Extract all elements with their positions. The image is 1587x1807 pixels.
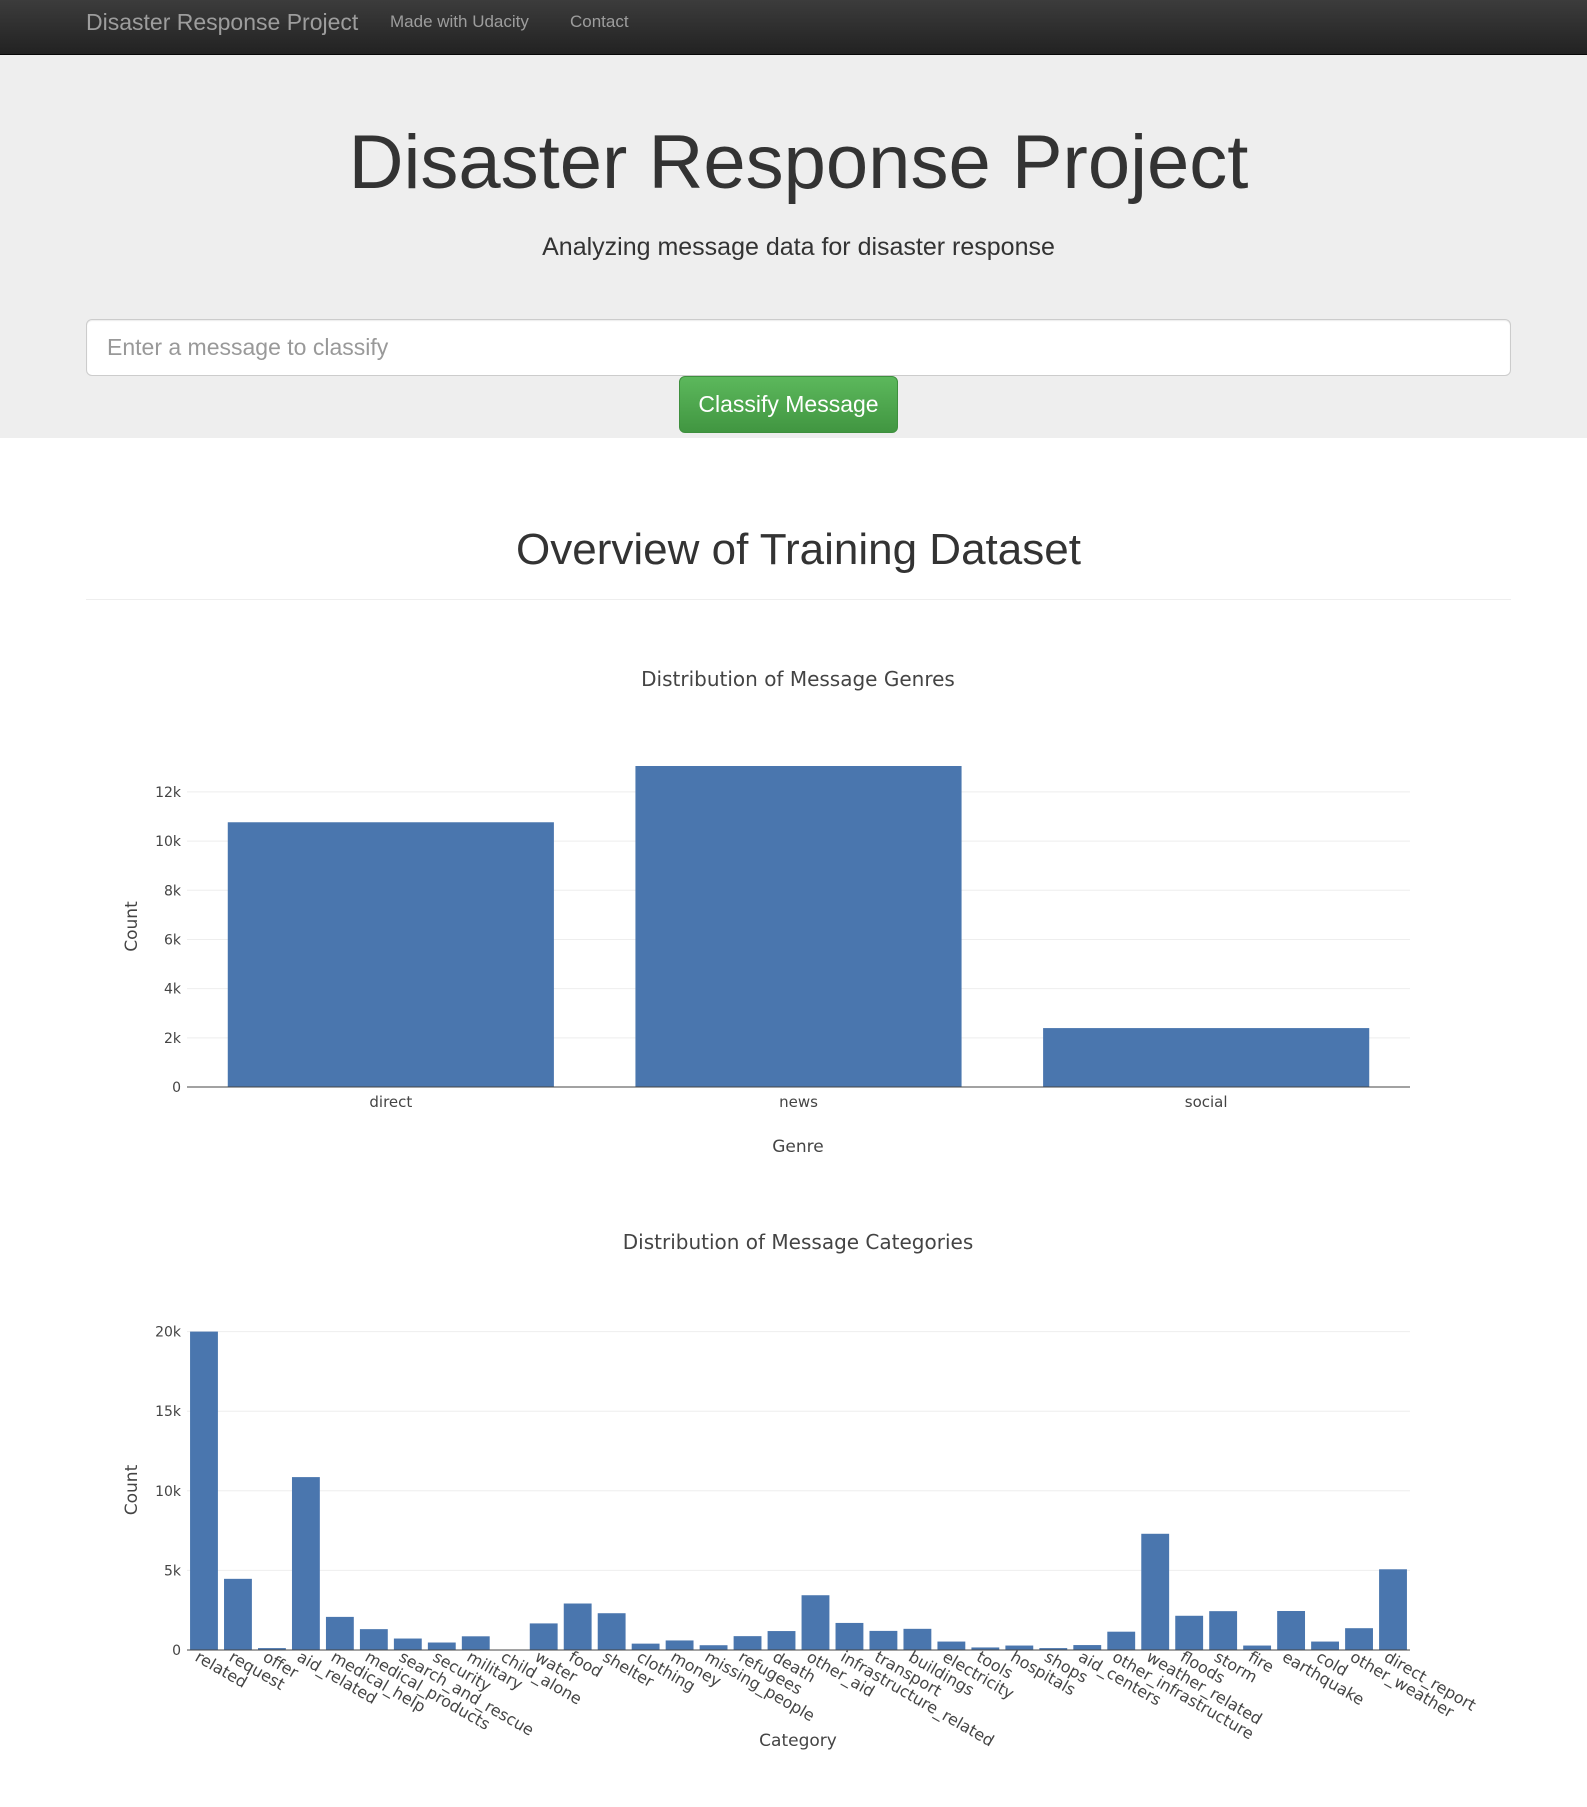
nav-link-made-with-udacity[interactable]: Made with Udacity xyxy=(390,12,529,31)
bar-search-and-rescue[interactable] xyxy=(393,1638,422,1650)
navbar: Disaster Response Project Made with Udac… xyxy=(0,0,1587,55)
bar-money[interactable] xyxy=(665,1640,694,1650)
jumbotron: Disaster Response Project Analyzing mess… xyxy=(0,55,1587,438)
bar-social[interactable] xyxy=(1043,1028,1370,1087)
bar-electricity[interactable] xyxy=(937,1641,966,1650)
chart-title: Distribution of Message Categories xyxy=(623,1230,974,1254)
bar-aid-centers[interactable] xyxy=(1073,1645,1102,1650)
bar-direct[interactable] xyxy=(227,822,554,1087)
bar-other-infrastructure[interactable] xyxy=(1107,1631,1136,1650)
y-axis-label: Count xyxy=(122,1464,142,1515)
bar-earthquake[interactable] xyxy=(1277,1610,1306,1650)
bar-security[interactable] xyxy=(427,1642,456,1650)
bar-infrastructure-related[interactable] xyxy=(835,1622,864,1650)
bar-other-aid[interactable] xyxy=(801,1595,830,1650)
y-axis-label: Count xyxy=(122,901,142,952)
page-title: Disaster Response Project xyxy=(348,120,1249,205)
bar-tools[interactable] xyxy=(971,1647,1000,1650)
y-tick-label: 6k xyxy=(164,932,182,948)
bar-hospitals[interactable] xyxy=(1005,1645,1034,1650)
genre-chart: Distribution of Message Genres 0 2k 4k 6k 8k 1… xyxy=(122,667,1410,1157)
bar-medical-products[interactable] xyxy=(359,1629,388,1650)
bar-death[interactable] xyxy=(767,1631,796,1650)
classify-message-button[interactable]: Classify Message xyxy=(679,376,898,433)
bar-aid-related[interactable] xyxy=(291,1477,320,1650)
y-tick-label: 20k xyxy=(155,1325,182,1341)
page-subtitle: Analyzing message data for disaster resp… xyxy=(542,233,1055,261)
y-tick-label: 4k xyxy=(164,982,182,998)
x-tick-label: direct xyxy=(369,1093,412,1111)
y-tick-label: 0 xyxy=(172,1643,181,1659)
bar-water[interactable] xyxy=(529,1623,558,1650)
bar-related[interactable] xyxy=(190,1331,218,1650)
bar-food[interactable] xyxy=(563,1603,592,1650)
x-tick-label: news xyxy=(779,1093,818,1111)
bar-refugees[interactable] xyxy=(733,1636,762,1650)
bar-transport[interactable] xyxy=(869,1630,898,1650)
bar-shelter[interactable] xyxy=(597,1613,626,1650)
bar-military[interactable] xyxy=(461,1636,490,1650)
bar-fire[interactable] xyxy=(1243,1645,1272,1650)
x-tick-label: social xyxy=(1185,1093,1228,1111)
x-axis-label: Genre xyxy=(772,1137,823,1157)
message-input[interactable] xyxy=(86,319,1511,376)
bar-buildings[interactable] xyxy=(903,1628,932,1650)
bar-shops[interactable] xyxy=(1039,1648,1068,1650)
bar-medical-help[interactable] xyxy=(325,1616,354,1650)
bar-storm[interactable] xyxy=(1209,1611,1238,1650)
y-tick-label: 12k xyxy=(155,785,182,801)
section-divider xyxy=(86,599,1511,600)
bar-news[interactable] xyxy=(635,766,962,1087)
bar-missing-people[interactable] xyxy=(699,1645,728,1650)
y-tick-label: 10k xyxy=(155,834,182,850)
bar-weather-related[interactable] xyxy=(1141,1533,1170,1650)
y-tick-label: 8k xyxy=(164,883,182,899)
x-axis-label: Category xyxy=(759,1731,837,1751)
bar-request[interactable] xyxy=(224,1578,252,1650)
y-tick-label: 10k xyxy=(155,1484,182,1500)
bar-offer[interactable] xyxy=(258,1648,286,1650)
section-title: Overview of Training Dataset xyxy=(516,525,1081,574)
bar-cold[interactable] xyxy=(1311,1641,1339,1650)
category-chart: Distribution of Message Categories 0 5k 10k… xyxy=(122,1230,1479,1751)
y-tick-label: 15k xyxy=(155,1404,182,1420)
bar-floods[interactable] xyxy=(1175,1615,1204,1650)
bar-clothing[interactable] xyxy=(631,1643,660,1650)
navbar-brand[interactable]: Disaster Response Project xyxy=(86,9,359,35)
y-tick-label: 5k xyxy=(164,1563,182,1579)
chart-title: Distribution of Message Genres xyxy=(641,667,955,691)
bar-direct-report[interactable] xyxy=(1379,1569,1407,1650)
y-tick-label: 2k xyxy=(164,1031,182,1047)
nav-link-contact[interactable]: Contact xyxy=(570,12,629,31)
y-tick-label: 0 xyxy=(172,1080,181,1096)
bar-other-weather[interactable] xyxy=(1345,1628,1373,1650)
